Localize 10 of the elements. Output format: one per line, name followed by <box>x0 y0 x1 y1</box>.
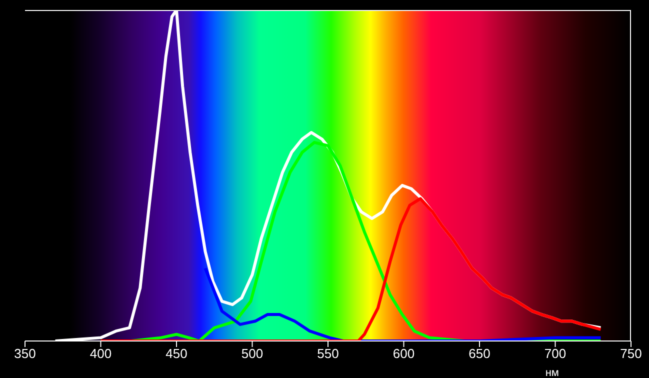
x-tick-label: 700 <box>544 346 566 362</box>
x-axis-title: нм <box>545 367 559 378</box>
x-tick-label: 350 <box>14 346 36 362</box>
x-tick-label: 400 <box>90 346 112 362</box>
x-tick-label: 450 <box>166 346 188 362</box>
x-tick-label: 600 <box>392 346 415 362</box>
x-tick-label: 550 <box>317 346 339 362</box>
x-tick-label: 500 <box>241 346 264 362</box>
x-tick-label: 750 <box>620 346 642 362</box>
x-tick-label: 650 <box>468 346 490 362</box>
